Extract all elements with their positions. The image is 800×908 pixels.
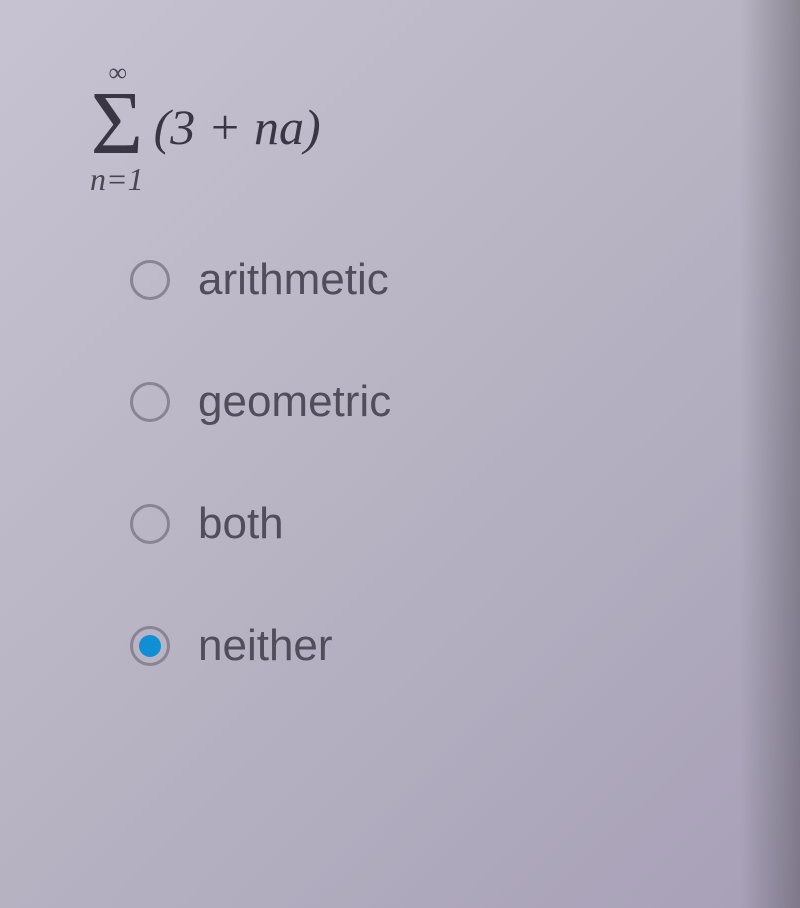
label-both: both (198, 499, 284, 549)
summation-formula: ∞ Σ n=1 (3 + na) (90, 60, 710, 195)
label-geometric: geometric (198, 377, 391, 427)
option-arithmetic[interactable]: arithmetic (130, 255, 710, 305)
option-neither[interactable]: neither (130, 621, 710, 671)
label-neither: neither (198, 621, 333, 671)
radio-geometric[interactable] (130, 382, 170, 422)
options-group: arithmetic geometric both neither (90, 255, 710, 671)
radio-neither[interactable] (130, 626, 170, 666)
radio-both[interactable] (130, 504, 170, 544)
sigma-symbol: Σ (91, 86, 143, 163)
sum-expression: (3 + na) (154, 98, 321, 156)
option-geometric[interactable]: geometric (130, 377, 710, 427)
sum-lower-limit: n=1 (90, 163, 144, 195)
option-both[interactable]: both (130, 499, 710, 549)
label-arithmetic: arithmetic (198, 255, 389, 305)
sum-notation: ∞ Σ n=1 (90, 60, 144, 195)
radio-arithmetic[interactable] (130, 260, 170, 300)
